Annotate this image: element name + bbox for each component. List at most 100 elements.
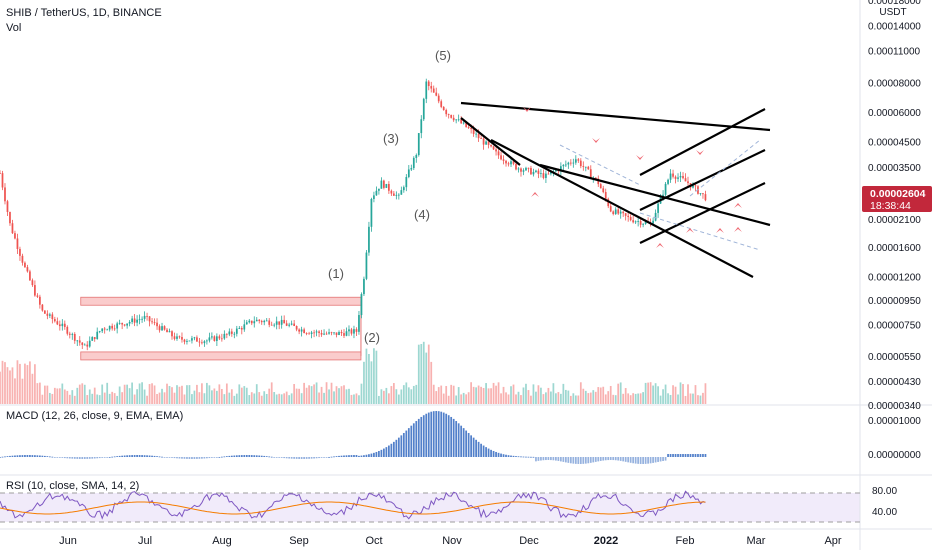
volume-bar [669,394,672,404]
candle [270,321,273,326]
volume-bar [579,382,582,404]
candle [258,319,261,324]
candle-body [597,178,600,185]
candle [460,116,463,125]
candle [158,324,161,333]
candle-body [559,166,562,172]
volume-bar [592,390,595,404]
volume-bar [16,360,19,404]
macd-bar [283,457,286,459]
candle-body [14,233,16,239]
macd-bar [365,454,368,457]
macd-bar [300,457,303,459]
macd-bar [146,455,148,457]
volume-bar [387,393,390,404]
candle-body [168,331,171,333]
price-tick-label: 0.00000950 [868,296,921,307]
volume-bar [609,385,612,404]
candle [682,172,684,180]
candle-body [318,331,320,334]
macd-bar [599,457,602,461]
rsi-axis: 80.00 40.00 [872,486,897,518]
macd-bar [270,456,273,458]
candle-body [512,161,515,164]
volume-bar [278,393,281,404]
volume-bar [83,384,86,404]
macd-bar [385,447,388,457]
macd-bar [298,457,301,459]
candle [218,334,221,341]
rsi-label: RSI (10, close, SMA, 14, 2) [6,480,139,492]
candle [138,314,141,325]
macd-bar [564,457,567,463]
candle-body [455,119,458,121]
candle-body [245,322,248,325]
macd-bar [118,455,121,457]
volume-bar [46,385,49,404]
candle-body [654,212,657,221]
candle-body [215,336,218,341]
macd-bar [649,457,652,464]
candle-body [163,326,166,330]
time-axis[interactable]: Jun Jul Aug Sep Oct Nov Dec 2022 Feb Mar Apr [59,535,842,547]
time-tick-label: Feb [676,535,695,547]
candle-body [16,238,19,249]
macd-bar [166,457,168,458]
volume-bar [111,391,114,404]
macd-bar [400,435,403,457]
candle [24,261,26,268]
candle [652,217,654,225]
macd-bar [629,457,632,463]
candle [56,317,59,326]
candle [537,168,540,179]
candle-body [288,324,291,326]
candle-body [639,221,642,225]
candle [173,332,176,341]
volume-bar [141,382,143,404]
candle-body [487,141,490,145]
candle [143,311,146,322]
price-axis[interactable]: USDT 0.00018000 0.00014000 0.00011000 0.000… [868,0,921,412]
candle [383,179,385,190]
macd-bar [410,425,413,457]
candle-body [96,331,99,340]
time-tick-label: Jul [138,535,152,547]
macd-bar [255,455,258,457]
sell-marker [523,107,531,112]
volume-bar [258,392,261,404]
candle-body [627,215,630,217]
candle-body [410,168,413,170]
candle-body [682,176,684,179]
volume-bar [228,392,231,404]
candle [338,330,340,336]
candle [255,317,258,322]
candle [348,325,350,337]
macd-bar [402,432,405,457]
candle-body [248,320,251,323]
candle [46,310,49,320]
candle-body [704,194,707,201]
candle [430,81,433,93]
macd-bar [303,457,305,459]
macd-bar [540,457,542,461]
volume-bar [455,395,458,404]
candle [699,193,702,196]
candle-body [280,319,283,325]
candle [407,165,410,179]
candle [328,328,330,335]
macd-bar [318,457,320,459]
candle [253,316,256,328]
macd-bar [208,457,211,459]
volume-bar [540,387,542,404]
candle-body [622,211,625,214]
candle [365,249,368,281]
candle-body [233,333,236,335]
macd-bar [679,454,682,457]
candle-body [24,262,26,268]
macd-bar [467,432,470,457]
volume-bar [41,394,44,404]
volume-bar [335,386,338,404]
candle [427,80,430,91]
candle-body [457,119,460,121]
